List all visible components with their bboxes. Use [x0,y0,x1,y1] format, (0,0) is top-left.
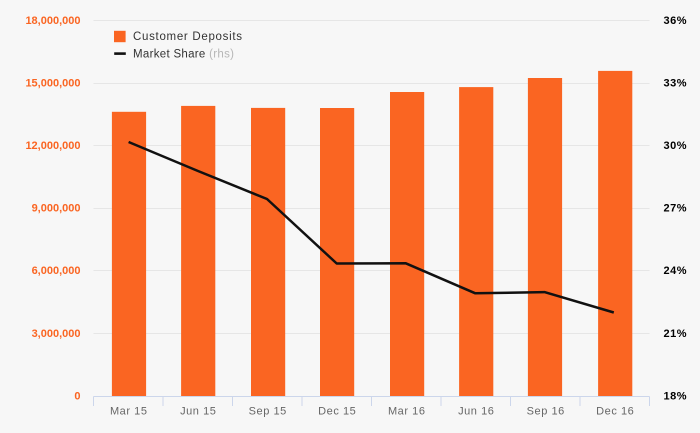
svg-text:18,000,000: 18,000,000 [25,15,80,27]
svg-text:Mar 15: Mar 15 [110,406,148,418]
svg-text:30%: 30% [664,140,688,152]
svg-text:Sep 15: Sep 15 [249,406,287,418]
svg-text:24%: 24% [664,265,688,277]
svg-text:15,000,000: 15,000,000 [25,78,80,90]
svg-text:Jun 15: Jun 15 [180,406,216,418]
svg-text:27%: 27% [664,203,688,215]
svg-text:18%: 18% [664,391,688,403]
svg-text:36%: 36% [664,15,688,27]
svg-text:6,000,000: 6,000,000 [32,265,81,277]
svg-text:9,000,000: 9,000,000 [32,203,81,215]
svg-text:Customer Deposits: Customer Deposits [133,31,243,43]
svg-text:Sep 16: Sep 16 [527,406,565,418]
svg-text:Mar 16: Mar 16 [388,406,426,418]
svg-text:3,000,000: 3,000,000 [32,328,81,340]
svg-text:12,000,000: 12,000,000 [25,140,80,152]
svg-text:Market Share (rhs): Market Share (rhs) [133,49,234,61]
svg-text:Dec 15: Dec 15 [318,406,356,418]
svg-text:Dec 16: Dec 16 [596,406,634,418]
svg-text:33%: 33% [664,78,688,90]
svg-text:Jun 16: Jun 16 [458,406,494,418]
svg-text:21%: 21% [664,328,688,340]
svg-text:0: 0 [74,391,80,403]
